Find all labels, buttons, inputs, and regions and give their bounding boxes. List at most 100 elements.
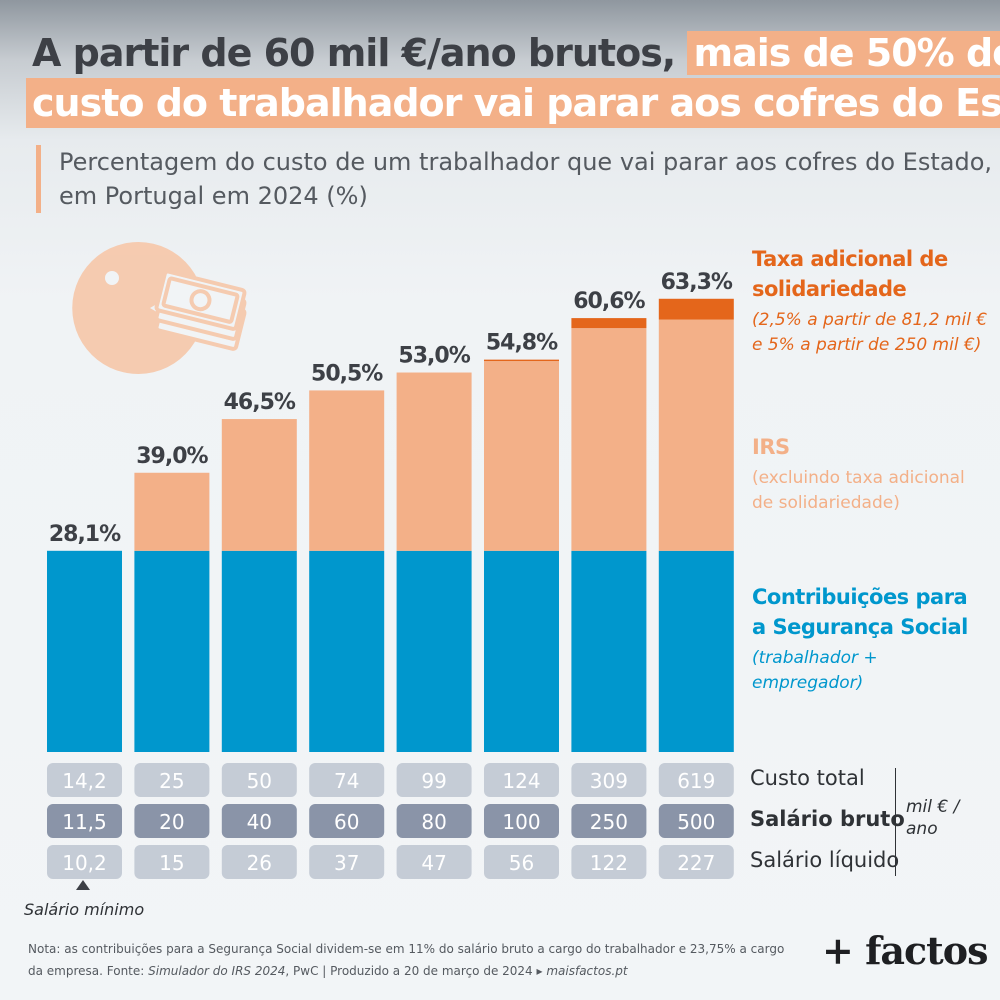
bar-total-label: 28,1% bbox=[49, 522, 121, 547]
custo-total-cell-text: 25 bbox=[159, 769, 184, 793]
bar-segment-social-security bbox=[658, 550, 734, 752]
units-line-1: mil € / bbox=[906, 797, 960, 817]
salario-liquido-cell-text: 122 bbox=[590, 851, 628, 875]
legend-solidarity-title-1: Taxa adicional de bbox=[752, 247, 948, 271]
bar-segment-social-security bbox=[134, 550, 210, 752]
bar-segment-irs bbox=[658, 319, 734, 551]
salario-liquido-cell-text: 15 bbox=[159, 851, 184, 875]
min-wage-label: Salário mínimo bbox=[24, 900, 145, 919]
custo-total-cell-text: 99 bbox=[421, 769, 446, 793]
bar-segment-social-security bbox=[309, 550, 385, 752]
legend-solidarity-note-2: e 5% a partir de 250 mil €) bbox=[752, 335, 982, 355]
footer-line-2: da empresa. Fonte: Simulador do IRS 2024… bbox=[28, 960, 788, 982]
salario-bruto-cell-text: 100 bbox=[502, 810, 540, 834]
bar-total-label: 50,5% bbox=[311, 361, 383, 386]
salario-bruto-cell: 500 bbox=[658, 804, 734, 838]
bar-segment-social-security bbox=[484, 550, 559, 752]
bar-total-label: 54,8% bbox=[486, 331, 558, 356]
bar-segment-irs bbox=[134, 472, 210, 551]
footer-source: Simulador do IRS 2024 bbox=[148, 964, 286, 978]
legend-irs-note-2: de solidariedade) bbox=[752, 493, 900, 513]
legend-solidarity-tax: Taxa adicional de solidariedade (2,5% a … bbox=[752, 244, 992, 358]
legend-irs-title: IRS bbox=[752, 435, 790, 459]
subtitle-line-1: Percentagem do custo de um trabalhador q… bbox=[59, 148, 992, 176]
bar-segment-irs bbox=[221, 419, 297, 551]
title-highlight: mais de 50% do bbox=[687, 31, 1000, 75]
bar-segment-social-security bbox=[221, 550, 297, 752]
legend-social-security: Contribuições para a Segurança Social (t… bbox=[752, 582, 992, 696]
legend-solidarity-title-2: solidariedade bbox=[752, 277, 907, 301]
bar-segment-social-security bbox=[571, 550, 647, 752]
salario-bruto-cell-text: 80 bbox=[421, 810, 446, 834]
salario-bruto-cell-text: 250 bbox=[590, 810, 628, 834]
title-line-2: custo do trabalhador vai parar aos cofre… bbox=[26, 78, 1000, 128]
footer-text-a: da empresa. Fonte: bbox=[28, 964, 149, 978]
custo-total-cell: 99 bbox=[396, 763, 472, 797]
legend-ss-title-2: a Segurança Social bbox=[752, 615, 968, 639]
bar-segment-solidarity-tax bbox=[658, 298, 734, 320]
salario-liquido-cell: 37 bbox=[309, 845, 385, 879]
salario-liquido-cell: 26 bbox=[221, 845, 297, 879]
custo-total-cell: 50 bbox=[221, 763, 297, 797]
pacman-money-icon bbox=[72, 242, 247, 375]
custo-total-cell-text: 50 bbox=[247, 769, 272, 793]
bar-total-label: 63,3% bbox=[661, 270, 733, 295]
salario-liquido-cell: 56 bbox=[484, 845, 559, 879]
row-label-salario-liquido: Salário líquido bbox=[750, 848, 900, 872]
legend-solidarity-note-1: (2,5% a partir de 81,2 mil € bbox=[752, 310, 988, 330]
bar-segment-irs bbox=[484, 361, 559, 551]
bar-total-label: 46,5% bbox=[224, 390, 296, 415]
custo-total-cell: 14,2 bbox=[47, 763, 122, 797]
bar-total-label: 60,6% bbox=[573, 289, 645, 314]
chart-subtitle: Percentagem do custo de um trabalhador q… bbox=[36, 145, 999, 213]
bar-total-label: 53,0% bbox=[398, 344, 470, 369]
bar-segment-social-security bbox=[396, 550, 472, 752]
brand-logo: + factos bbox=[822, 928, 988, 973]
custo-total-cell-text: 74 bbox=[334, 769, 359, 793]
row-label-salario-bruto: Salário bruto bbox=[750, 807, 905, 831]
salario-bruto-cell: 60 bbox=[309, 804, 385, 838]
salario-liquido-cell: 10,2 bbox=[47, 845, 122, 879]
salario-bruto-cell-text: 60 bbox=[334, 810, 359, 834]
legend-ss-note-1: (trabalhador + bbox=[752, 648, 878, 668]
legend-irs: IRS (excluindo taxa adicional de solidar… bbox=[752, 432, 992, 516]
row-label-custo-total: Custo total bbox=[750, 766, 865, 790]
legend-irs-note-1: (excluindo taxa adicional bbox=[752, 468, 965, 488]
units-label: mil € / ano bbox=[906, 796, 959, 840]
custo-total-cell: 309 bbox=[571, 763, 647, 797]
salario-bruto-cell: 11,5 bbox=[47, 804, 122, 838]
salario-bruto-cell-text: 11,5 bbox=[62, 810, 107, 834]
units-divider bbox=[895, 768, 896, 876]
custo-total-cell-text: 14,2 bbox=[62, 769, 107, 793]
custo-total-cell-text: 124 bbox=[502, 769, 540, 793]
units-line-2: ano bbox=[906, 819, 938, 839]
salario-bruto-cell: 80 bbox=[396, 804, 472, 838]
bar-segment-solidarity-tax bbox=[571, 318, 647, 329]
salario-liquido-cell-text: 227 bbox=[677, 851, 715, 875]
salario-liquido-cell: 227 bbox=[658, 845, 734, 879]
salario-liquido-cell-text: 26 bbox=[247, 851, 272, 875]
salario-bruto-cell: 100 bbox=[484, 804, 559, 838]
bar-segment-irs bbox=[571, 328, 647, 551]
salario-bruto-cell: 250 bbox=[571, 804, 647, 838]
subtitle-line-2: em Portugal em 2024 (%) bbox=[59, 182, 368, 210]
legend-ss-title-1: Contribuições para bbox=[752, 585, 968, 609]
bar-total-label: 39,0% bbox=[136, 444, 208, 469]
custo-total-cell-text: 309 bbox=[590, 769, 628, 793]
custo-total-cell: 74 bbox=[309, 763, 385, 797]
salario-bruto-cell-text: 500 bbox=[677, 810, 715, 834]
bar-segment-solidarity-tax bbox=[484, 359, 559, 362]
custo-total-cell: 619 bbox=[658, 763, 734, 797]
footer-link[interactable]: maisfactos.pt bbox=[546, 964, 628, 978]
bar-segment-irs bbox=[309, 390, 385, 551]
salario-bruto-cell: 40 bbox=[221, 804, 297, 838]
footer-text-c: , PwC | Produzido a 20 de março de 2024 … bbox=[285, 964, 547, 978]
custo-total-cell-text: 619 bbox=[677, 769, 715, 793]
bar-segment-social-security bbox=[47, 550, 122, 752]
bar-segment-irs bbox=[396, 372, 472, 551]
salario-liquido-cell: 15 bbox=[134, 845, 210, 879]
salario-liquido-cell: 47 bbox=[396, 845, 472, 879]
custo-total-cell: 124 bbox=[484, 763, 559, 797]
